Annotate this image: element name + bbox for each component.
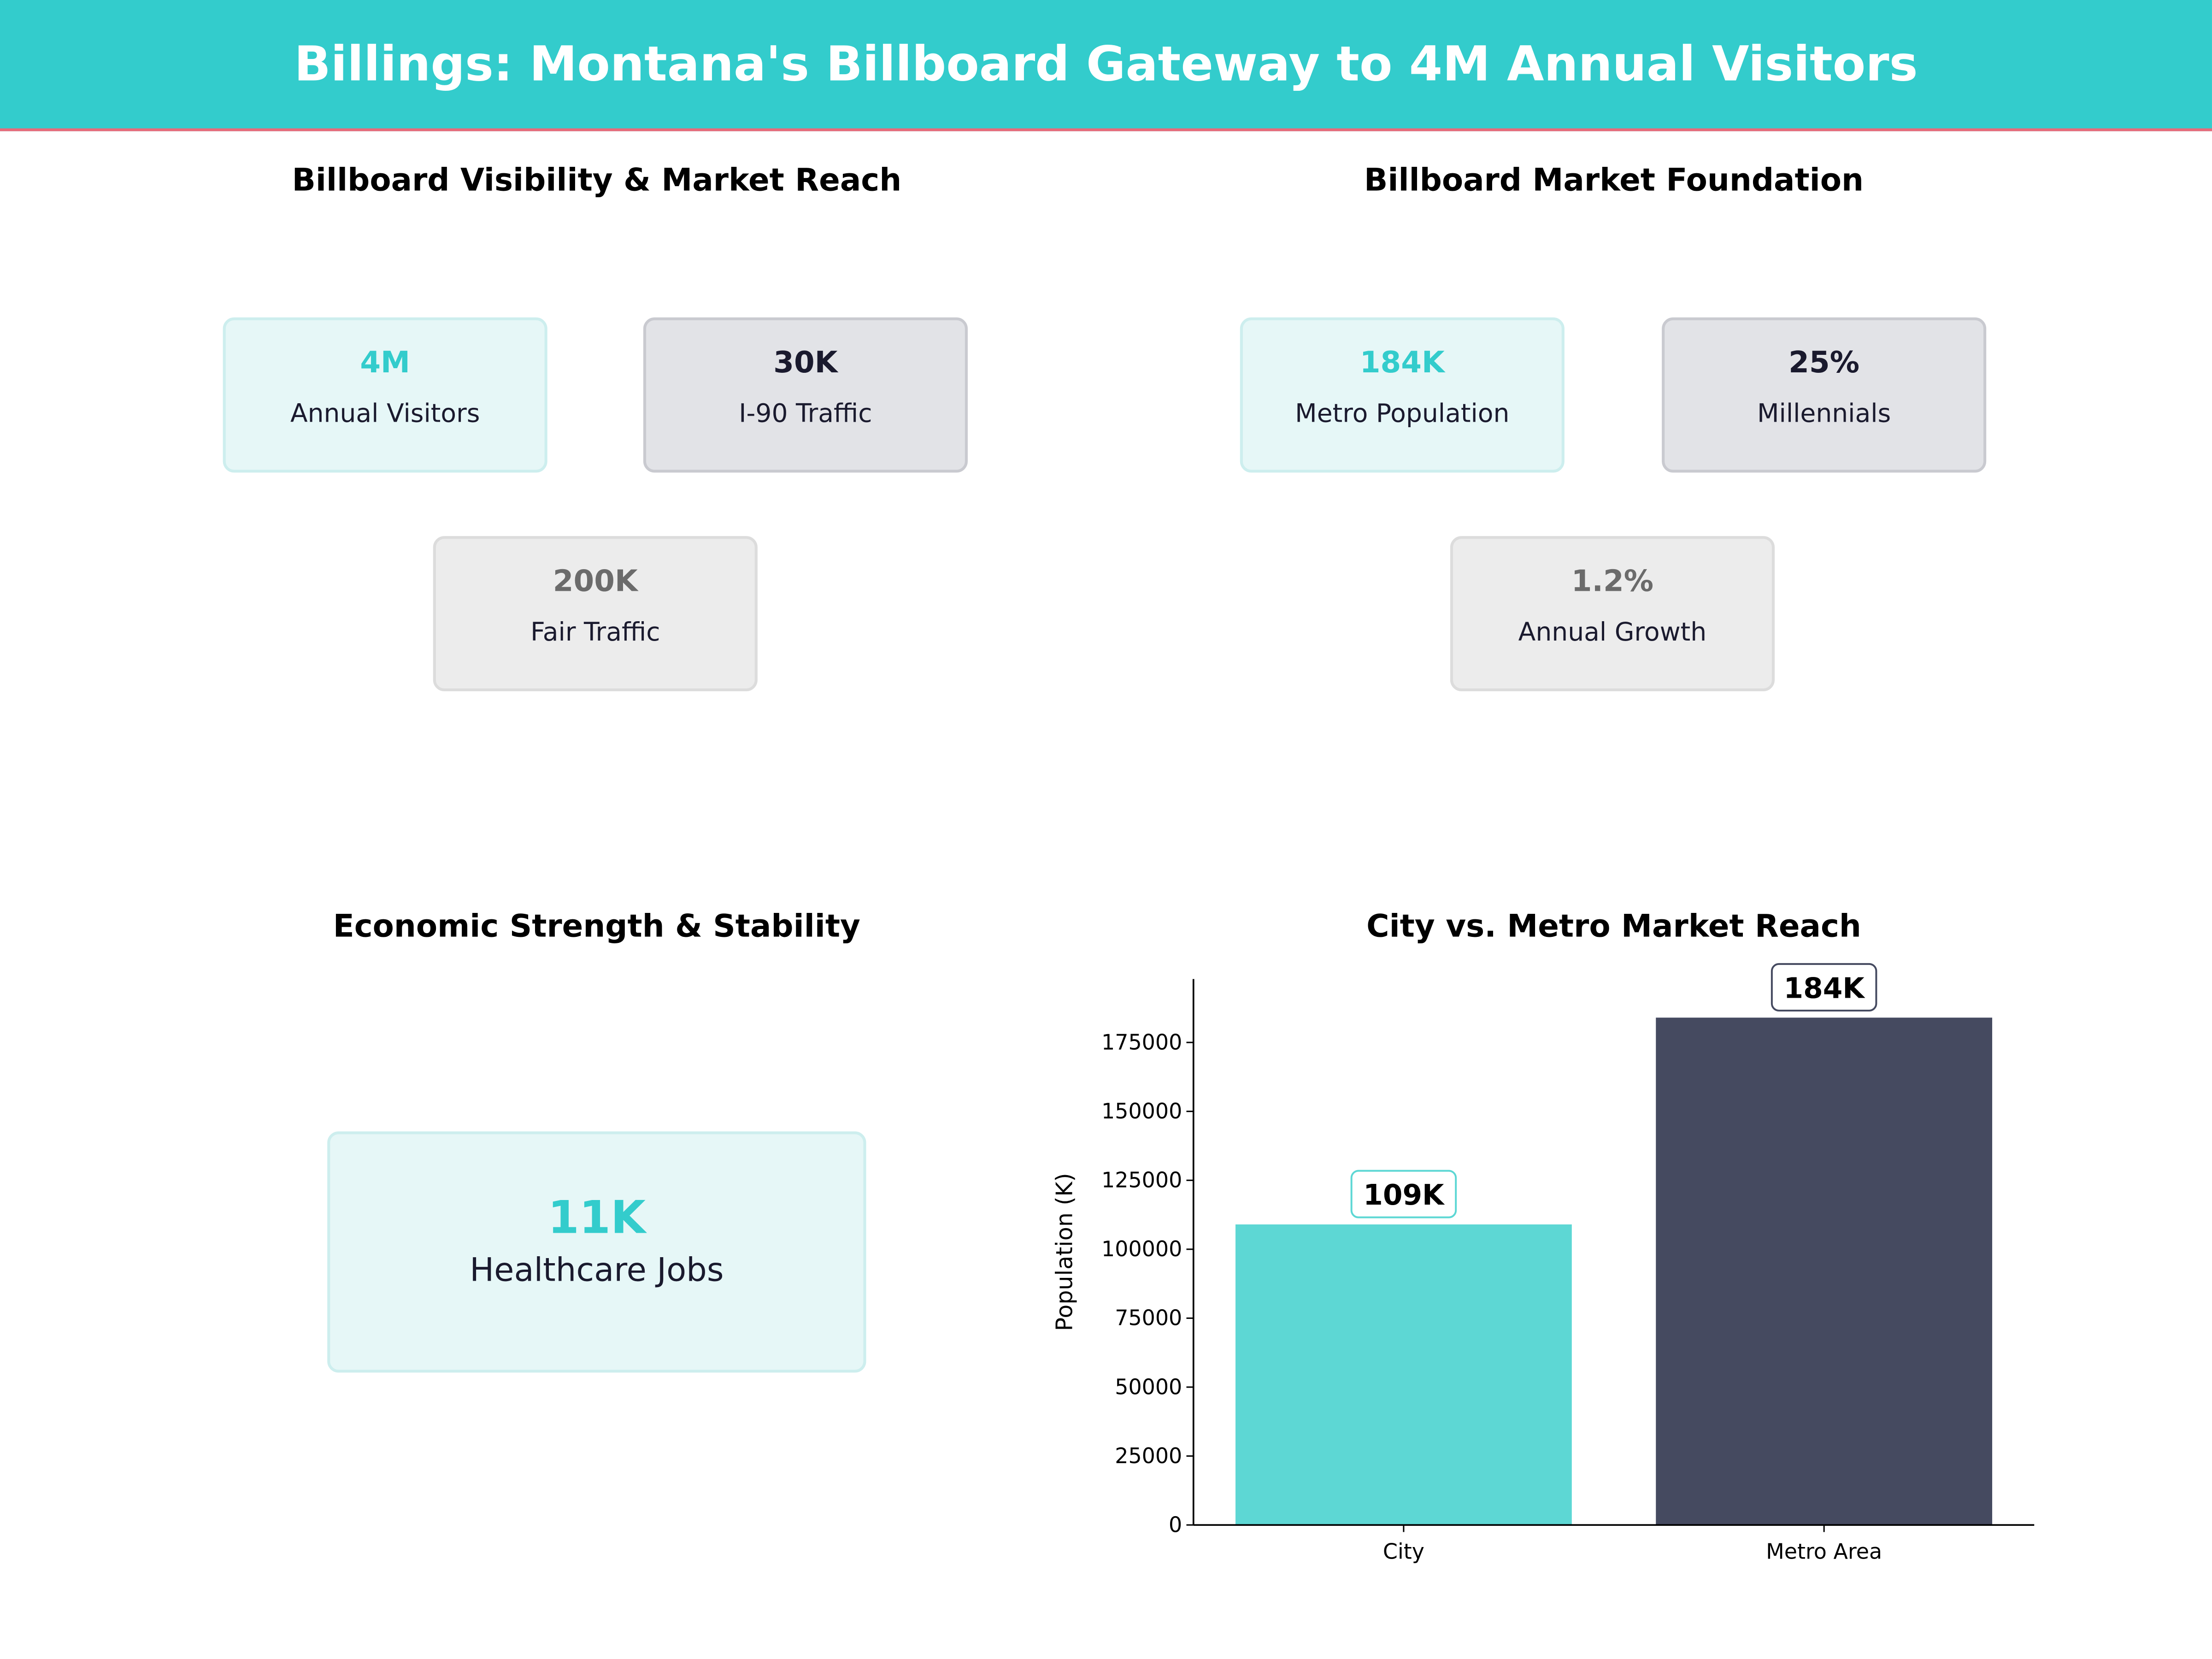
y-tick-label: 50000 [1115,1374,1182,1399]
kpi-label: Annual Visitors [290,399,480,429]
kpi-card-i90-traffic: 30K I-90 Traffic [643,317,968,473]
x-tick-label: City [1383,1539,1424,1564]
kpi-value: 4M [360,345,411,380]
kpi-label: I-90 Traffic [739,399,872,429]
data-label: 109K [1363,1179,1445,1212]
data-label: 184K [1784,972,1866,1005]
kpi-value: 25% [1788,345,1860,380]
chart-title: City vs. Metro Market Reach [1366,910,1861,946]
y-tick-label: 150000 [1101,1099,1182,1124]
y-axis-label: Population (K) [1052,1173,1078,1331]
header-banner: Billings: Montana's Billboard Gateway to… [0,0,2212,131]
y-tick-label: 125000 [1101,1168,1182,1193]
kpi-card-healthcare-jobs: 11K Healthcare Jobs [327,1131,866,1373]
kpi-value: 1.2% [1571,564,1654,598]
kpi-label: Annual Growth [1518,618,1707,648]
kpi-card-metro-population: 184K Metro Population [1240,317,1565,473]
kpi-label: Healthcare Jobs [470,1253,724,1289]
bar-metro-area [1656,1018,1993,1525]
kpi-value: 200K [553,564,638,598]
data-label-box [1350,1170,1457,1218]
x-tick-label: Metro Area [1766,1539,1882,1564]
kpi-card-annual-visitors: 4M Annual Visitors [223,317,547,473]
y-tick-label: 75000 [1115,1306,1182,1330]
kpi-value: 30K [773,345,838,380]
foundation-panel-title: Billboard Market Foundation [1364,164,1864,199]
kpi-value: 184K [1359,345,1445,380]
kpi-card-annual-growth: 1.2% Annual Growth [1450,536,1775,691]
kpi-label: Metro Population [1295,399,1510,429]
kpi-label: Millennials [1757,399,1891,429]
page-title: Billings: Montana's Billboard Gateway to… [294,36,1918,93]
y-tick-label: 0 [1169,1512,1182,1537]
kpi-card-millennials: 25% Millennials [1662,317,1987,473]
y-tick-label: 175000 [1101,1030,1182,1054]
economic-panel-title: Economic Strength & Stability [333,910,860,946]
kpi-card-fair-traffic: 200K Fair Traffic [433,536,758,691]
data-label-box [1771,963,1877,1012]
kpi-value: 11K [547,1190,646,1244]
visibility-panel-title: Billboard Visibility & Market Reach [292,164,902,199]
bar-city [1235,1224,1572,1525]
kpi-label: Fair Traffic [530,618,660,648]
y-tick-label: 25000 [1115,1443,1182,1468]
y-tick-label: 100000 [1101,1236,1182,1261]
